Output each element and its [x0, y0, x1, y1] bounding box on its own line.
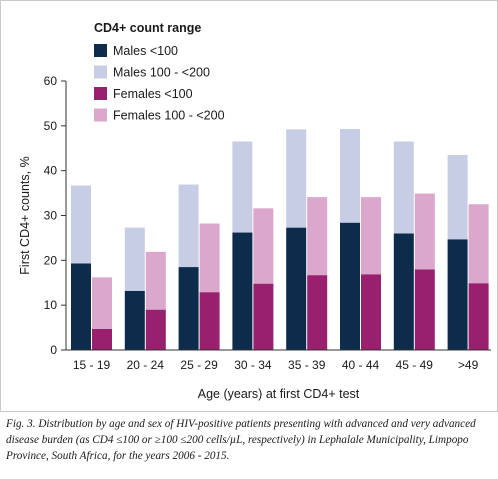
x-axis-label: Age (years) at first CD4+ test — [198, 387, 360, 401]
bar-females-3-3 — [253, 208, 274, 284]
bar-males-0-6 — [393, 233, 414, 350]
bar-females-2-5 — [361, 274, 381, 350]
bar-males-1-0 — [71, 185, 91, 264]
y-axis-label: First CD4+ counts, % — [18, 156, 32, 274]
y-tick-label: 20 — [44, 253, 58, 267]
legend: CD4+ count range Males <100 Males 100 - <2… — [94, 21, 225, 123]
bar-females-2-1 — [145, 309, 166, 350]
x-tick-label: 45 - 49 — [396, 358, 434, 372]
bar-males-0-2 — [178, 267, 199, 350]
y-tick-label: 60 — [44, 74, 58, 88]
y-tick-label: 50 — [44, 119, 58, 133]
bar-males-1-3 — [232, 141, 253, 233]
x-tick-label: 35 - 39 — [288, 358, 326, 372]
bar-females-3-6 — [414, 193, 435, 270]
bar-females-2-4 — [307, 275, 328, 350]
bars-layer — [71, 128, 489, 350]
figure-frame: 0 10 20 30 40 50 60 15 - 19 20 - 24 25 - 29 30 - 3… — [0, 0, 498, 412]
bar-males-0-1 — [124, 290, 145, 350]
bar-males-1-7 — [447, 154, 468, 240]
axes-layer: 0 10 20 30 40 50 60 15 - 19 20 - 24 25 - 29 30 - 3… — [44, 74, 491, 372]
legend-swatch — [94, 44, 107, 57]
legend-title: CD4+ count range — [94, 21, 201, 35]
x-tick-label: 30 - 34 — [234, 358, 272, 372]
x-tick-label: 25 - 29 — [180, 358, 218, 372]
bar-males-1-4 — [286, 129, 307, 228]
bar-females-2-7 — [468, 283, 489, 350]
bar-females-3-7 — [468, 204, 489, 284]
y-tick-label: 30 — [44, 209, 58, 223]
legend-entry-label: Males <100 — [113, 44, 178, 58]
x-tick-label: 20 - 24 — [127, 358, 165, 372]
x-tick-label: 40 - 44 — [342, 358, 380, 372]
bar-females-3-4 — [307, 197, 328, 276]
bar-males-0-3 — [232, 232, 253, 350]
bar-females-2-6 — [414, 269, 435, 350]
bar-males-1-2 — [178, 184, 199, 268]
legend-entry-label: Females 100 - <200 — [113, 109, 225, 123]
bar-males-0-4 — [286, 227, 307, 350]
bar-chart: 0 10 20 30 40 50 60 15 - 19 20 - 24 25 - 29 30 - 3… — [18, 21, 491, 401]
bar-males-0-5 — [340, 222, 360, 350]
x-tick-label: >49 — [458, 358, 479, 372]
bar-males-1-6 — [393, 141, 414, 234]
bar-females-3-5 — [361, 197, 381, 275]
legend-swatch — [94, 108, 107, 122]
bar-females-2-0 — [92, 328, 112, 350]
bar-males-0-0 — [71, 263, 91, 350]
bar-females-3-1 — [145, 251, 166, 310]
legend-swatch — [94, 87, 107, 100]
bar-males-0-7 — [447, 239, 468, 350]
x-tick-label: 15 - 19 — [73, 358, 111, 372]
bar-females-3-2 — [199, 223, 220, 293]
legend-entry-label: Males 100 - <200 — [113, 66, 210, 80]
figure-caption: Fig. 3. Distribution by age and sex of H… — [6, 418, 476, 462]
bar-males-1-1 — [124, 227, 145, 291]
legend-entry-label: Females <100 — [113, 87, 193, 101]
bar-males-1-5 — [340, 128, 360, 223]
bar-females-2-2 — [199, 292, 220, 350]
bar-females-2-3 — [253, 283, 274, 350]
legend-swatch — [94, 65, 107, 79]
y-tick-label: 40 — [44, 164, 58, 178]
y-tick-label: 0 — [50, 343, 57, 357]
y-tick-label: 10 — [44, 298, 58, 312]
bar-females-3-0 — [92, 277, 112, 329]
